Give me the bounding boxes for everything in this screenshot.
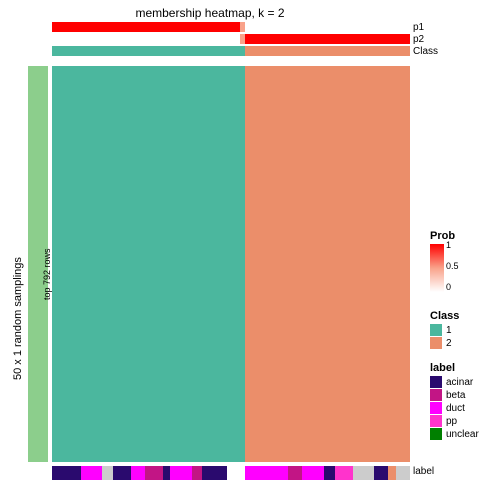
legend-swatch [430, 402, 442, 414]
heatmap-body [52, 66, 410, 462]
bottom-seg [353, 466, 374, 480]
legend-prob: Prob 10.50 [430, 230, 455, 292]
legend-prob-title: Prob [430, 230, 455, 242]
anno-row-label: p1 [413, 22, 424, 33]
legend-prob-tick: 1 [446, 240, 451, 250]
legend-swatch [430, 337, 442, 349]
legend-label-item: beta [430, 389, 479, 401]
legend-item-label: beta [446, 390, 465, 401]
anno-seg [245, 34, 410, 44]
legend-label-item: pp [430, 415, 479, 427]
legend-class-title: Class [430, 310, 459, 322]
bottom-seg [227, 466, 245, 480]
legend-label-title: label [430, 362, 479, 374]
legend-label-item: duct [430, 402, 479, 414]
anno-row-p2 [52, 34, 410, 44]
anno-row-Class [52, 46, 410, 56]
bottom-seg [396, 466, 410, 480]
legend-class-item: 1 [430, 324, 459, 336]
bottom-seg [388, 466, 395, 480]
anno-seg [52, 34, 240, 44]
heatmap-col [245, 66, 410, 462]
legend-swatch [430, 376, 442, 388]
bottom-seg [102, 466, 113, 480]
legend-swatch [430, 428, 442, 440]
legend-item-label: 2 [446, 338, 452, 349]
legend-prob-tick: 0.5 [446, 261, 459, 271]
legend-item-label: 1 [446, 325, 452, 336]
legend-item-label: acinar [446, 377, 473, 388]
bottom-seg [302, 466, 323, 480]
legend-label-item: acinar [430, 376, 479, 388]
top-annotations [52, 22, 410, 58]
bottom-seg [192, 466, 203, 480]
legend-class-item: 2 [430, 337, 459, 349]
anno-row-label: Class [413, 46, 438, 57]
bottom-seg [288, 466, 302, 480]
bottom-seg [81, 466, 102, 480]
bottom-seg [52, 466, 81, 480]
legend-label-item: unclear [430, 428, 479, 440]
bottom-seg [163, 466, 170, 480]
legend-item-label: pp [446, 416, 457, 427]
bottom-seg [145, 466, 163, 480]
bottom-seg [170, 466, 191, 480]
bottom-seg [245, 466, 288, 480]
anno-seg [52, 46, 245, 56]
axis-left-inner: top 792 rows [42, 248, 52, 300]
bottom-seg [374, 466, 388, 480]
bottom-annotation-label: label [413, 466, 434, 477]
legend-item-label: duct [446, 403, 465, 414]
chart-title: membership heatmap, k = 2 [0, 6, 420, 20]
anno-seg [52, 22, 240, 32]
axis-left-outer: 50 x 1 random samplings [12, 257, 24, 380]
anno-seg [245, 22, 410, 32]
bottom-seg [113, 466, 131, 480]
anno-row-label: p2 [413, 34, 424, 45]
anno-seg [245, 46, 410, 56]
bottom-seg [131, 466, 145, 480]
bottom-seg [202, 466, 227, 480]
legend-label: label acinar beta duct pp unclear [430, 362, 479, 441]
anno-row-p1 [52, 22, 410, 32]
heatmap-col [52, 66, 245, 462]
bottom-seg [324, 466, 335, 480]
legend-swatch [430, 415, 442, 427]
legend-item-label: unclear [446, 429, 479, 440]
legend-swatch [430, 389, 442, 401]
legend-class: Class 1 2 [430, 310, 459, 350]
bottom-seg [335, 466, 353, 480]
legend-prob-tick: 0 [446, 282, 451, 292]
bottom-annotation [52, 466, 410, 480]
legend-swatch [430, 324, 442, 336]
legend-prob-bar [430, 244, 444, 292]
